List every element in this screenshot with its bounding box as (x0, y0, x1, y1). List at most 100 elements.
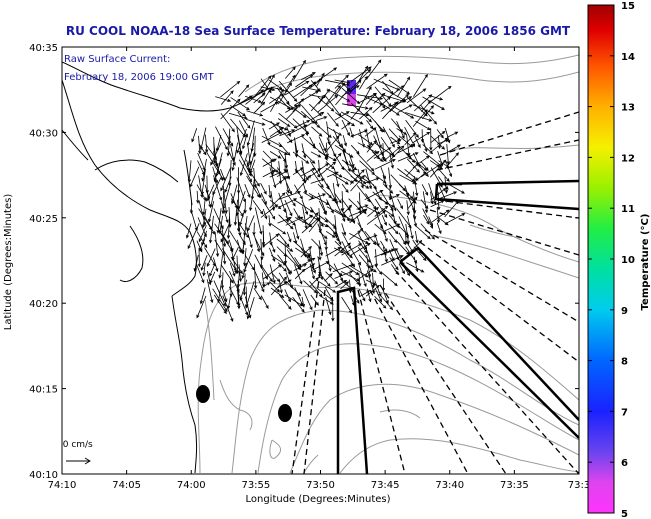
current-vector (350, 111, 370, 117)
current-vector (334, 209, 354, 222)
radar-site-marker (278, 404, 292, 422)
current-vector (382, 288, 389, 305)
current-vector (245, 118, 266, 126)
current-vector (284, 176, 290, 194)
current-vector (390, 139, 402, 144)
current-vector (335, 280, 348, 288)
current-vector (396, 121, 405, 140)
current-vector (436, 207, 441, 224)
current-vector (324, 135, 340, 153)
current-vector (185, 223, 192, 239)
current-vector (252, 200, 264, 215)
current-vector (206, 248, 216, 268)
current-vector (270, 276, 288, 296)
current-vector (319, 142, 328, 161)
current-vector (269, 167, 277, 189)
current-vector (295, 174, 312, 193)
current-vector (358, 134, 374, 146)
current-vector (413, 73, 428, 97)
current-vector (284, 199, 293, 217)
current-vector (254, 183, 262, 199)
current-vector (382, 126, 395, 148)
current-vector (413, 175, 419, 197)
sst-pixel (347, 94, 356, 106)
current-vector (422, 191, 429, 214)
current-vector (333, 223, 342, 246)
current-vector (270, 241, 276, 253)
current-vector (406, 158, 420, 173)
current-vector (278, 142, 291, 156)
current-vector (423, 214, 430, 225)
current-vector (245, 89, 265, 105)
current-vector (334, 199, 346, 223)
current-vector (334, 82, 346, 97)
current-vector (285, 191, 296, 207)
current-vector (239, 279, 248, 301)
current-vector (308, 211, 319, 226)
current-vector (414, 136, 421, 149)
current-vector (380, 223, 388, 243)
current-vector (293, 90, 319, 106)
current-vector (318, 200, 327, 216)
current-vector (302, 214, 313, 224)
current-vector (221, 287, 228, 303)
current-vector (301, 296, 306, 308)
current-vector (237, 95, 253, 105)
current-vector (415, 231, 419, 244)
current-vector (293, 222, 300, 240)
current-vector (389, 192, 397, 212)
x-axis: 74:10 74:05 74:00 73:55 73:50 73:45 73:40 73:35… (48, 47, 590, 491)
current-vector (420, 166, 429, 178)
current-vector (396, 76, 411, 98)
current-vector (212, 288, 228, 312)
current-vector (236, 239, 242, 254)
x-tick-label: 74:05 (112, 480, 141, 491)
current-vector (326, 121, 331, 146)
current-vector (208, 215, 214, 244)
current-vector (324, 272, 333, 282)
current-vector (341, 223, 347, 236)
current-vector (365, 168, 372, 190)
current-vectors (185, 59, 466, 322)
current-vector (341, 241, 350, 257)
current-vector (300, 245, 312, 258)
current-vector (349, 127, 354, 139)
current-vector (444, 200, 459, 218)
current-vector (220, 80, 241, 98)
current-vector (292, 167, 304, 176)
current-vector (406, 262, 425, 273)
current-vector (213, 294, 227, 315)
current-vector (212, 166, 219, 184)
current-vector (269, 93, 285, 104)
current-vector (294, 268, 306, 280)
current-vector (396, 128, 408, 135)
current-vector (262, 158, 277, 167)
current-vector (253, 92, 266, 104)
current-vector (334, 168, 340, 188)
current-vector (286, 231, 292, 243)
current-vector (405, 112, 433, 122)
current-vector (430, 130, 446, 144)
current-vector (261, 131, 283, 143)
current-vector (196, 184, 207, 201)
current-vector (238, 264, 243, 283)
current-vector (236, 128, 247, 154)
current-vector (365, 92, 377, 106)
current-vector (366, 264, 377, 273)
y-tick-label: 40:15 (29, 385, 58, 396)
current-vector (415, 120, 431, 131)
current-vector (332, 263, 355, 273)
current-vector (292, 296, 305, 313)
current-vector (229, 279, 233, 298)
current-vector (270, 223, 287, 235)
current-vector (241, 240, 246, 254)
current-vector (247, 167, 260, 187)
current-vector (405, 239, 423, 258)
current-vector (301, 72, 316, 80)
current-vector (364, 189, 384, 201)
current-vector (350, 295, 355, 307)
current-vector (374, 249, 379, 268)
current-vector (357, 168, 364, 189)
current-vector (285, 208, 290, 223)
